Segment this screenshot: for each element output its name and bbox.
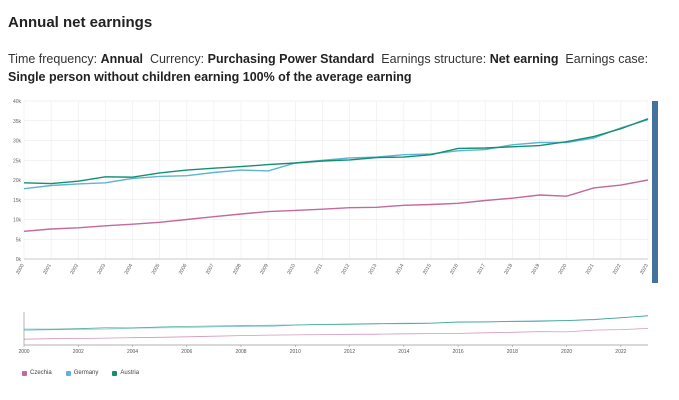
x-tick-label: 2012 <box>341 263 352 276</box>
filter-value-time: Annual <box>100 52 143 66</box>
y-tick-label: 35k <box>13 119 22 125</box>
x-tick-label: 2020 <box>558 263 569 276</box>
navigator-line-austria <box>23 315 649 330</box>
legend-item-austria[interactable]: Austria <box>112 370 139 376</box>
legend-item-czechia[interactable]: Czechia <box>22 370 52 376</box>
x-tick-label: 2018 <box>503 263 514 276</box>
x-tick-label: 2010 <box>286 263 297 276</box>
chart-legend: Czechia Germany Austria <box>22 370 139 376</box>
navigator-tick-label: 2020 <box>561 349 572 355</box>
x-tick-label: 2007 <box>205 263 216 276</box>
navigator-tick-label: 2018 <box>507 349 518 355</box>
x-tick-label: 2005 <box>151 263 162 276</box>
y-tick-label: 5k <box>16 237 22 243</box>
navigator-tick-label: 2004 <box>127 349 138 355</box>
filter-summary: Time frequency: Annual Currency: Purchas… <box>8 50 673 86</box>
navigator-tick-label: 2012 <box>344 349 355 355</box>
legend-label: Austria <box>120 370 140 376</box>
legend-swatch <box>112 370 118 376</box>
navigator-tick-label: 2000 <box>18 349 29 355</box>
legend-item-germany[interactable]: Germany <box>65 370 99 376</box>
filter-label-currency: Currency: <box>149 52 205 66</box>
x-tick-label: 2016 <box>449 263 460 276</box>
filter-label-structure: Earnings structure: <box>381 52 487 66</box>
filter-value-structure: Net earning <box>489 52 559 66</box>
x-tick-label: 2015 <box>422 263 433 276</box>
filter-label-case: Earnings case: <box>565 52 649 66</box>
x-tick-label: 2009 <box>259 263 270 276</box>
x-tick-label: 2019 <box>530 263 541 276</box>
vertical-scrollbar[interactable] <box>652 101 658 283</box>
navigator-line-czechia <box>23 328 649 340</box>
navigator-tick-label: 2010 <box>290 349 301 355</box>
y-tick-label: 40k <box>13 99 22 105</box>
legend-swatch <box>22 370 27 376</box>
x-tick-label: 2013 <box>368 263 379 276</box>
y-tick-label: 20k <box>13 178 22 184</box>
x-tick-label: 2000 <box>15 263 26 276</box>
filter-label-time: Time frequency: <box>8 52 98 66</box>
y-tick-label: 10k <box>13 218 22 224</box>
x-tick-label: 2002 <box>69 263 80 276</box>
legend-swatch <box>65 370 71 376</box>
navigator-tick-label: 2006 <box>181 349 192 355</box>
x-tick-label: 2021 <box>585 263 596 276</box>
x-tick-label: 2014 <box>395 263 406 276</box>
navigator-tick-label: 2016 <box>453 349 464 355</box>
filter-value-case: Single person without children earning 1… <box>8 70 412 84</box>
y-tick-label: 15k <box>13 198 22 204</box>
x-tick-label: 2023 <box>639 263 650 276</box>
y-tick-label: 30k <box>13 139 22 145</box>
x-tick-label: 2011 <box>314 263 325 276</box>
series-line-germany <box>23 118 649 190</box>
navigator-tick-label: 2014 <box>398 349 409 355</box>
x-tick-label: 2004 <box>123 263 134 276</box>
x-tick-label: 2008 <box>232 263 243 276</box>
x-tick-label: 2001 <box>42 263 53 276</box>
legend-label: Czechia <box>30 370 52 376</box>
x-tick-label: 2022 <box>612 263 623 276</box>
navigator-tick-label: 2022 <box>615 349 626 355</box>
y-tick-label: 25k <box>13 158 22 164</box>
legend-label: Germany <box>73 370 99 376</box>
page-title: Annual net earnings <box>8 14 153 31</box>
y-tick-label: 0k <box>16 257 22 263</box>
navigator-tick-label: 2002 <box>73 349 84 355</box>
x-tick-label: 2003 <box>96 263 107 276</box>
series-line-austria <box>23 118 649 185</box>
x-tick-label: 2017 <box>476 263 487 276</box>
filter-value-currency: Purchasing Power Standard <box>207 52 375 66</box>
navigator-tick-label: 2008 <box>235 349 246 355</box>
series-line-czechia <box>23 179 649 232</box>
x-tick-label: 2006 <box>178 263 189 276</box>
